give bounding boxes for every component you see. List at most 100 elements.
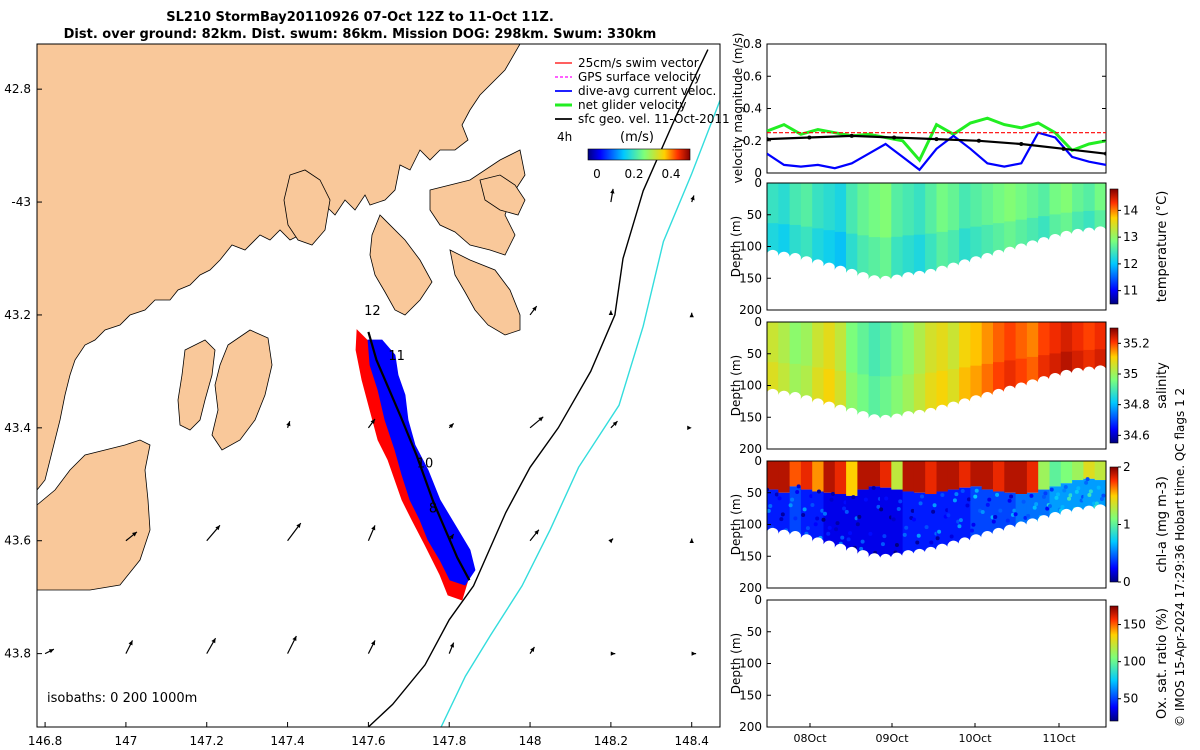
section-cell-lower: [1094, 349, 1106, 372]
section-surface-dot: [1019, 183, 1024, 186]
velocity-point: [849, 133, 854, 138]
section-cell-surface: [789, 461, 802, 487]
section-dot: [937, 529, 942, 534]
section-cell-lower: [902, 374, 915, 418]
colorbar-label: chl-a (mg m-3): [1155, 476, 1170, 573]
section-dot: [998, 508, 1003, 513]
section-bottom-dot: [845, 407, 858, 421]
section-cell-deep: [925, 494, 937, 554]
section-surface-dot: [1019, 461, 1024, 464]
section-cell-lower: [1094, 210, 1106, 233]
isobath-200m: [367, 49, 709, 727]
section-bottom-dot: [1094, 504, 1106, 517]
velocity-y-tick-label: 0: [754, 166, 762, 180]
current-vector: [690, 195, 695, 203]
current-vector: [206, 637, 217, 654]
section-surface-dot: [917, 322, 922, 325]
velocity-point: [1104, 151, 1106, 156]
section-cell: [913, 322, 926, 416]
section-cell: [1038, 322, 1050, 383]
section-bottom-dot: [845, 546, 858, 560]
section-bottom-dot: [789, 392, 802, 405]
section-bottom-dot: [800, 395, 813, 408]
section-colorbar: [1109, 327, 1119, 444]
current-vector-head: [211, 638, 216, 644]
section-cell: [1072, 322, 1084, 375]
map-x-tick-label: 147.2: [190, 734, 224, 748]
section-surface-dot: [1019, 322, 1024, 325]
section-dot: [1029, 493, 1034, 498]
section-cell: [800, 322, 813, 402]
section-cell-deep: [981, 489, 994, 538]
section-bottom-dot: [1049, 234, 1062, 247]
land-south-arm: [369, 214, 433, 316]
depth-tick-label: 50: [747, 208, 762, 222]
section-bottom-dot: [1082, 227, 1096, 240]
section-bottom-dot: [879, 553, 892, 567]
section-cell-surface: [1015, 461, 1028, 495]
section-cell-surface: [1083, 461, 1096, 479]
section-surface-dot: [838, 461, 843, 464]
map-frame: [36, 43, 721, 728]
day-label: 10: [417, 456, 434, 471]
section-surface-dot: [1007, 461, 1012, 464]
section-cell: [846, 322, 858, 415]
current-vector: [610, 420, 618, 429]
day-labels: 12 11 10 8: [364, 304, 437, 517]
section-dot: [767, 508, 771, 513]
colorbar-tick-label: 14: [1123, 203, 1138, 217]
section-cell-lower: [936, 231, 949, 272]
section-dot: [876, 504, 881, 509]
section-dot: [1096, 485, 1101, 490]
section-cell: [993, 183, 1005, 257]
section-surface-dot: [1030, 461, 1035, 464]
velocity-y-tick-label: 0.4: [743, 102, 762, 116]
section-cell-surface: [767, 461, 779, 490]
section-dot: [816, 489, 821, 494]
section-dot: [1085, 477, 1090, 482]
section-surface-dot: [872, 461, 877, 464]
depth-ylabel: Depth (m): [729, 216, 743, 277]
colorbar-tick-label: 34.8: [1123, 398, 1150, 412]
section-surface-dot: [861, 183, 866, 186]
section-bottom-dot: [777, 251, 791, 265]
section-dot: [1088, 489, 1093, 494]
velocity-y-axis: 0 0.2 0.4 0.6 0.8: [743, 37, 1106, 180]
section-dot: [993, 515, 998, 520]
section-cell: [800, 183, 813, 263]
section-dot: [1045, 506, 1050, 511]
section-dot: [865, 490, 870, 495]
current-vector-head: [292, 636, 297, 642]
section-dot: [1062, 488, 1067, 493]
section-cell-lower: [936, 370, 949, 411]
section-cell: [868, 322, 881, 421]
section-dot: [840, 535, 845, 540]
section-dot: [924, 525, 929, 530]
section-bottom-dot: [834, 265, 847, 279]
section-bottom-dot: [992, 388, 1005, 402]
section-surface-dot: [1064, 183, 1069, 186]
section-bottom-dot: [767, 527, 779, 541]
section-surface-dot: [1098, 461, 1103, 464]
section-dot: [802, 507, 807, 512]
section-surface-dot: [906, 461, 911, 464]
depth-tick-label: 200: [739, 303, 762, 317]
current-vector-head: [296, 523, 301, 529]
depth-ylabel: Depth (m): [729, 355, 743, 416]
section-cell-lower: [913, 234, 926, 277]
depth-tick-label: 200: [739, 581, 762, 595]
section-bottom-dot: [834, 543, 847, 557]
section-cell-deep: [1038, 489, 1050, 522]
section-cell-surface: [823, 461, 836, 493]
section-cell-deep: [857, 489, 870, 557]
current-vector-head: [371, 525, 376, 531]
section-dot: [1082, 497, 1087, 502]
section-dot: [859, 546, 864, 551]
time-tick-label: 09Oct: [875, 732, 909, 745]
section-dot: [813, 522, 818, 527]
depth-tick-label: 150: [739, 271, 762, 285]
section-bottom-dot: [1071, 506, 1084, 520]
section-cell: [1083, 322, 1096, 373]
section-cell-deep: [1049, 486, 1062, 519]
